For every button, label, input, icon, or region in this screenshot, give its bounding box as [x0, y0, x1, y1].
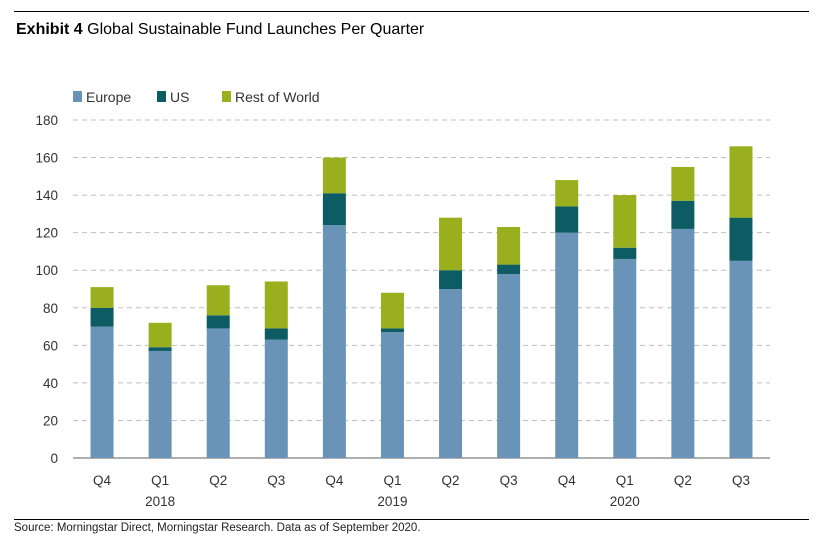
bar-segment-europe	[671, 228, 695, 458]
year-label: 2019	[377, 494, 407, 509]
x-tick-label: Q1	[383, 473, 401, 488]
bar-segment-rest-of-world	[439, 217, 463, 271]
y-tick-label: 60	[43, 338, 58, 353]
bar-segment-rest-of-world	[613, 195, 637, 248]
bar-segment-rest-of-world	[555, 180, 579, 207]
x-tick-label: Q2	[209, 473, 227, 488]
bar-segment-europe	[439, 289, 463, 458]
bar-segment-rest-of-world	[671, 166, 695, 201]
bar-segment-rest-of-world	[264, 281, 288, 329]
exhibit-label: Exhibit 4	[16, 21, 83, 38]
x-tick-label: Q1	[151, 473, 169, 488]
year-label: 2018	[145, 494, 175, 509]
legend-item: Europe	[73, 89, 131, 105]
y-tick-label: 40	[43, 376, 58, 391]
y-tick-label: 160	[35, 151, 58, 166]
bar-segment-us	[264, 328, 288, 340]
x-axis: Q4 Q1 Q2 Q3 Q4 Q1 Q2 Q3 Q4 Q1 Q2 Q3 2018 2019 2020	[93, 473, 750, 509]
bar-segment-europe	[148, 350, 172, 458]
bar-segment-us	[90, 307, 114, 327]
bar-segment-rest-of-world	[206, 285, 230, 316]
legend-swatch	[222, 91, 231, 102]
y-tick-label: 80	[43, 301, 58, 316]
bar-segment-rest-of-world	[148, 322, 172, 348]
bar-segment-us	[613, 247, 637, 259]
x-tick-label: Q4	[325, 473, 344, 488]
bar-segment-rest-of-world	[380, 292, 404, 329]
bar-segment-rest-of-world	[729, 146, 753, 218]
legend-label: Europe	[86, 89, 131, 105]
x-tick-label: Q1	[616, 473, 634, 488]
bar-segment-us	[671, 200, 695, 229]
bar-segment-us	[439, 270, 463, 289]
bar-segment-europe	[264, 339, 288, 458]
bottom-rule	[14, 519, 809, 520]
y-tick-label: 100	[35, 263, 58, 278]
bar-segment-us	[555, 206, 579, 233]
source-note: Source: Morningstar Direct, Morningstar …	[14, 522, 421, 534]
year-label: 2020	[610, 494, 640, 509]
bar-segment-europe	[322, 225, 346, 458]
legend-swatch	[157, 91, 166, 102]
legend-label: Rest of World	[235, 89, 320, 105]
bars	[90, 146, 753, 458]
exhibit-title: Global Sustainable Fund Launches Per Qua…	[87, 21, 425, 38]
y-tick-label: 180	[35, 113, 58, 128]
x-tick-label: Q4	[93, 473, 112, 488]
legend-item: Rest of World	[222, 89, 320, 105]
y-tick-label: 20	[43, 413, 58, 428]
bar-segment-us	[148, 347, 172, 351]
bar-segment-rest-of-world	[497, 227, 521, 265]
gridlines	[73, 119, 770, 459]
y-tick-label: 140	[35, 188, 58, 203]
legend: Europe US Rest of World	[73, 89, 320, 105]
x-tick-label: Q3	[267, 473, 285, 488]
y-tick-label: 120	[35, 226, 58, 241]
legend-label: US	[170, 89, 189, 105]
bar-segment-europe	[729, 260, 753, 458]
x-tick-label: Q2	[442, 473, 460, 488]
bar-segment-rest-of-world	[322, 157, 346, 194]
bar-segment-europe	[613, 258, 637, 458]
bar-segment-europe	[206, 328, 230, 458]
top-rule	[14, 11, 809, 12]
bar-segment-rest-of-world	[90, 287, 114, 308]
x-tick-label: Q3	[500, 473, 518, 488]
x-tick-label: Q2	[674, 473, 692, 488]
x-tick-label: Q4	[558, 473, 577, 488]
legend-swatch	[73, 91, 82, 102]
y-tick-label: 0	[50, 451, 58, 466]
legend-item: US	[157, 89, 189, 105]
bar-segment-europe	[497, 273, 521, 458]
y-axis: 0 20 40 60 80 100 120 140 160 180	[35, 113, 58, 466]
bar-segment-europe	[90, 326, 114, 458]
chart-title: Exhibit 4 Global Sustainable Fund Launch…	[16, 20, 424, 40]
bar-segment-us	[380, 328, 404, 333]
bar-segment-europe	[555, 232, 579, 458]
bar-segment-us	[729, 217, 753, 261]
x-tick-label: Q3	[732, 473, 750, 488]
bar-segment-us	[206, 315, 230, 329]
bar-segment-us	[497, 264, 521, 274]
bar-segment-europe	[380, 332, 404, 458]
bar-segment-us	[322, 193, 346, 226]
